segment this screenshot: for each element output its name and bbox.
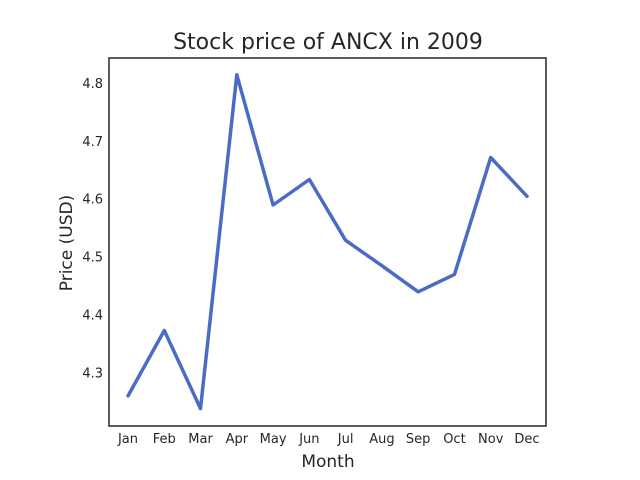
x-tick-label-apr: Apr <box>226 432 249 447</box>
y-tick-label-4-5: 4.5 <box>82 251 103 266</box>
y-tick-label-4-6: 4.6 <box>82 193 103 208</box>
x-tick-label-feb: Feb <box>153 432 176 447</box>
x-tick-label-oct: Oct <box>443 432 465 447</box>
series-layer <box>126 73 529 411</box>
x-tick-label-may: May <box>260 432 287 447</box>
x-tick-labels: Jan Feb Mar Apr May Jun Jul Aug Sep Oct Nov Dec <box>117 432 540 447</box>
series-line-0 <box>126 73 529 411</box>
x-tick-label-nov: Nov <box>478 432 504 447</box>
plot-frame <box>108 57 547 427</box>
x-tick-label-jan: Jan <box>117 432 138 447</box>
y-axis-label: Price (USD) <box>57 195 77 291</box>
x-tick-label-dec: Dec <box>514 432 539 447</box>
y-tick-label-4-8: 4.8 <box>82 77 103 92</box>
x-axis-label: Month <box>301 452 354 472</box>
y-tick-label-4-7: 4.7 <box>82 135 103 150</box>
x-tick-label-jun: Jun <box>298 432 319 447</box>
chart-title: Stock price of ANCX in 2009 <box>173 30 483 55</box>
y-tick-label-4-4: 4.4 <box>82 308 103 323</box>
x-tick-label-jul: Jul <box>337 432 354 447</box>
y-tick-label-4-3: 4.3 <box>82 366 103 381</box>
y-tick-labels: 4.3 4.4 4.5 4.6 4.7 4.8 <box>82 77 103 381</box>
x-tick-label-mar: Mar <box>188 432 213 447</box>
x-tick-label-aug: Aug <box>369 432 394 447</box>
x-tick-label-sep: Sep <box>406 432 431 447</box>
